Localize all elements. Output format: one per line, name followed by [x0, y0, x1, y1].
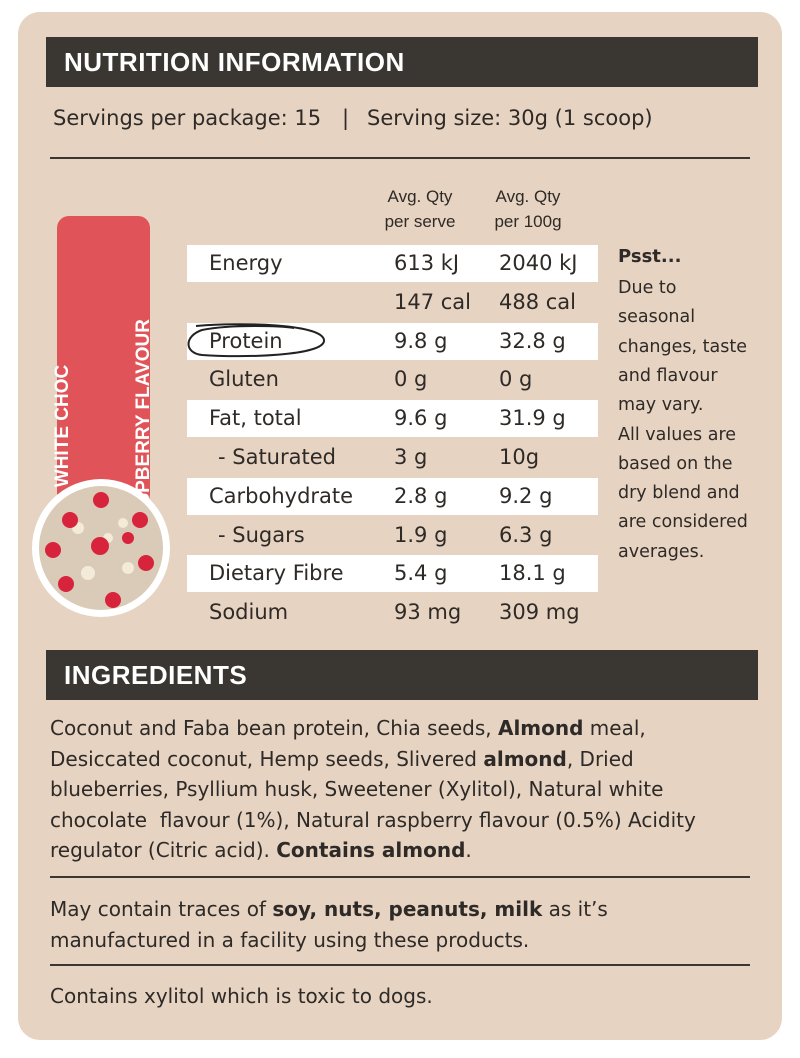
- bold-text: almond: [483, 746, 567, 771]
- table-row: Energy 613 kJ 2040 kJ: [187, 245, 598, 282]
- note-line: Due to: [618, 278, 677, 298]
- divider: [50, 964, 750, 966]
- table-row: 147 cal 488 cal: [187, 284, 598, 321]
- row-label: Gluten: [209, 367, 279, 392]
- note-line: and flavour: [618, 365, 718, 386]
- text: .: [465, 838, 472, 862]
- table-row: - Saturated 3 g 10g: [187, 439, 598, 476]
- per-100g: 32.8 g: [499, 328, 566, 353]
- column-header: Avg. Qty per 100g: [473, 184, 583, 234]
- text: Coconut and Faba bean protein, Chia seed…: [50, 716, 498, 740]
- row-label: - Saturated: [218, 445, 336, 469]
- serving-size: Serving size: 30g (1 scoop): [367, 106, 653, 130]
- table-row: Carbohydrate 2.8 g 9.2 g: [187, 477, 598, 515]
- column-header-line: per serve: [384, 212, 456, 231]
- per-serve: 613 kJ: [394, 251, 460, 275]
- per-100g: 309 mg: [499, 600, 580, 625]
- note-line: changes, taste: [618, 336, 747, 357]
- per-serve: 5.4 g: [394, 561, 448, 586]
- text: regulator (Citric acid).: [50, 838, 277, 862]
- note-line: All values are: [618, 424, 737, 445]
- row-label: Fat, total: [209, 406, 302, 431]
- text: Desiccated coconut, Hemp seeds, Slivered: [50, 746, 484, 771]
- text-line: regulator (Citric acid). Contains almond…: [50, 835, 472, 866]
- divider: [50, 876, 750, 878]
- table-row: Fat, total 9.6 g 31.9 g: [187, 400, 598, 438]
- row-label: Carbohydrate: [209, 483, 354, 508]
- text: chocolate flavour (1%), Natural raspberr…: [50, 807, 696, 832]
- row-label: Sodium: [209, 600, 289, 625]
- text-line: chocolate flavour (1%), Natural raspberr…: [50, 805, 696, 836]
- section-header: INGREDIENTS: [46, 650, 758, 700]
- flavour-tag: [57, 216, 150, 506]
- note-title: Psst...: [618, 246, 682, 267]
- per-serve: 147 cal: [394, 289, 472, 314]
- protein-circle: [187, 323, 325, 358]
- table-row: Protein 9.8 g 32.8 g: [187, 322, 598, 360]
- table-row: - Sugars 1.9 g 6.3 g: [187, 517, 598, 554]
- row-label: - Sugars: [218, 522, 305, 547]
- row-label: Protein: [209, 328, 283, 353]
- row-label: Dietary Fibre: [209, 561, 344, 586]
- per-serve: 0 g: [394, 367, 428, 392]
- column-header-line: per 100g: [494, 212, 562, 231]
- per-100g: 6.3 g: [499, 522, 553, 547]
- note-line: averages.: [618, 541, 705, 562]
- text: as it’s: [542, 897, 608, 921]
- per-100g: 9.2 g: [499, 483, 553, 508]
- text: blueberries, Psyllium husk, Sweetener (X…: [50, 777, 664, 801]
- column-header: Avg. Qty per serve: [365, 184, 475, 234]
- text-line: Coconut and Faba bean protein, Chia seed…: [50, 713, 646, 744]
- text: May contain traces of: [50, 897, 273, 921]
- per-100g: 18.1 g: [499, 561, 566, 586]
- separator: |: [342, 106, 350, 130]
- per-100g: 10g: [499, 445, 540, 469]
- divider: [50, 157, 750, 159]
- per-100g: 0 g: [499, 367, 533, 392]
- note-line: may vary.: [618, 395, 704, 416]
- column-header-line: Avg. Qty: [387, 187, 453, 206]
- text-line: manufactured in a facility using these p…: [50, 925, 529, 956]
- per-serve: 2.8 g: [394, 483, 448, 508]
- bowl-illustration: [32, 479, 170, 617]
- per-100g: 31.9 g: [499, 406, 566, 431]
- text: meal,: [583, 716, 646, 740]
- table-row: Dietary Fibre 5.4 g 18.1 g: [187, 555, 598, 593]
- text: , Dried: [566, 746, 634, 771]
- per-serve: 93 mg: [394, 600, 462, 625]
- text-line: May contain traces of soy, nuts, peanuts…: [50, 894, 608, 925]
- note-line: are considered: [618, 512, 748, 533]
- warning: Contains xylitol which is toxic to dogs.: [50, 984, 433, 1008]
- per-100g: 2040 kJ: [499, 251, 578, 275]
- note-line: based on the: [618, 453, 733, 474]
- text-line: Desiccated coconut, Hemp seeds, Slivered…: [50, 744, 634, 775]
- section-header: NUTRITION INFORMATION: [46, 37, 758, 87]
- per-serve: 3 g: [394, 445, 428, 469]
- servings: Servings per package: 15: [53, 106, 322, 130]
- per-serve: 1.9 g: [394, 522, 448, 547]
- text-line: blueberries, Psyllium husk, Sweetener (X…: [50, 774, 663, 805]
- text: manufactured in a facility using these p…: [50, 927, 530, 952]
- bold-text: Almond: [497, 716, 584, 740]
- per-serve: 9.8 g: [394, 328, 448, 353]
- per-100g: 488 cal: [499, 289, 577, 314]
- row-label: Energy: [209, 251, 283, 275]
- note-line: seasonal: [618, 307, 696, 328]
- bold-text: Contains almond: [276, 838, 466, 862]
- per-serve: 9.6 g: [394, 406, 448, 431]
- column-header-line: Avg. Qty: [495, 187, 561, 206]
- table-row: Gluten 0 g 0 g: [187, 361, 598, 398]
- bold-text: soy, nuts, peanuts, milk: [272, 897, 543, 921]
- note-line: dry blend and: [618, 483, 740, 504]
- table-row: Sodium 93 mg 309 mg: [187, 594, 598, 631]
